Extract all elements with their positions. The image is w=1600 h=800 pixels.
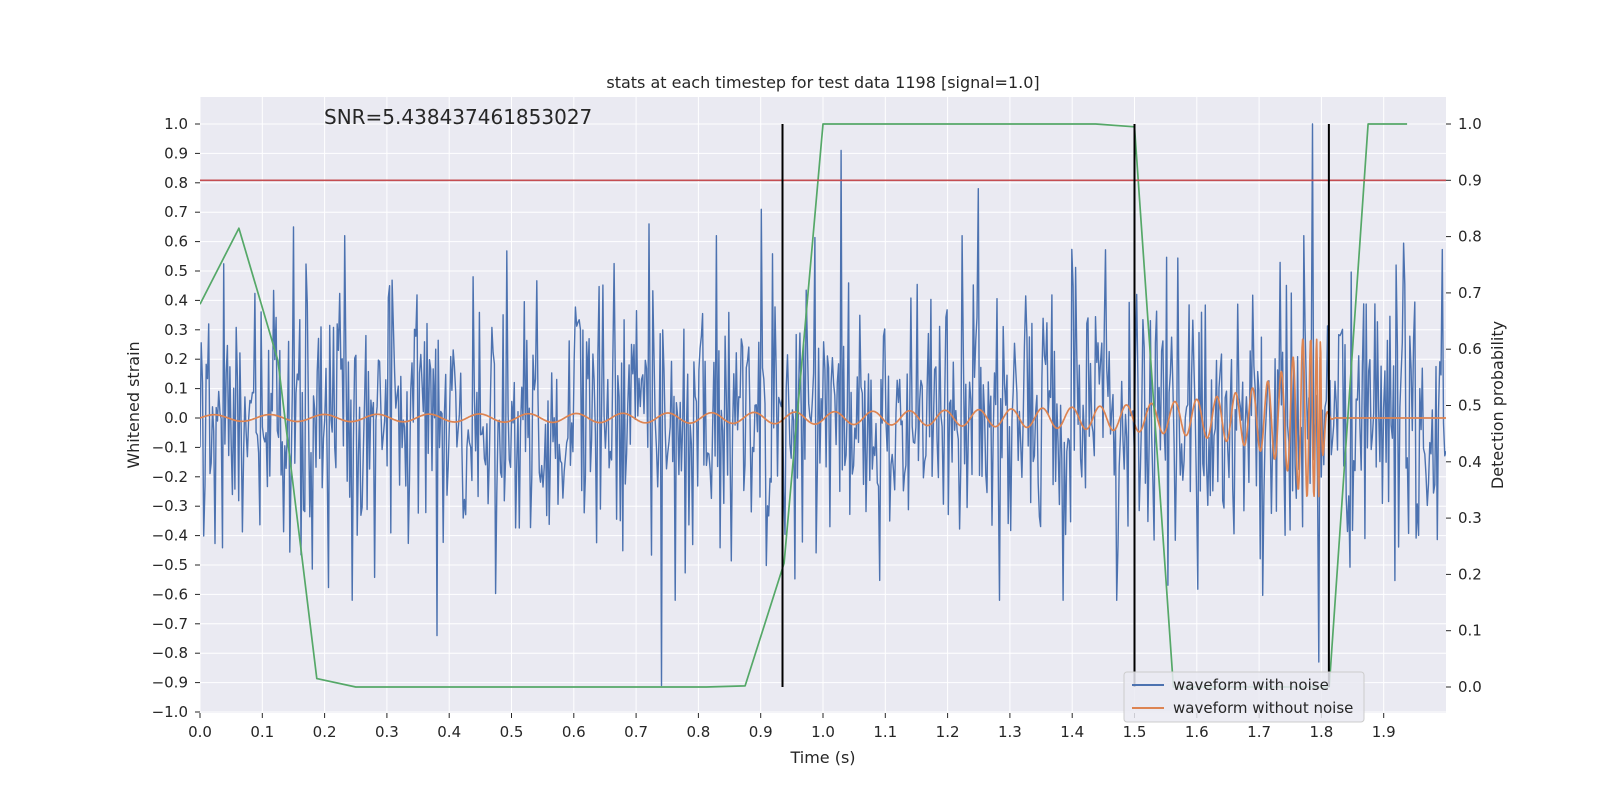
y-tick-label: −1.0 [152, 703, 188, 721]
x-tick-label: 1.9 [1372, 723, 1396, 741]
x-tick-label: 1.6 [1185, 723, 1209, 741]
legend-label-clean: waveform without noise [1173, 699, 1353, 717]
y-tick-label: −0.1 [152, 438, 188, 456]
y-tick-label: 0.0 [164, 409, 188, 427]
x-tick-label: 0.1 [250, 723, 274, 741]
y-tick-label: 0.4 [164, 291, 188, 309]
y-right-tick-label: 0.1 [1458, 622, 1482, 640]
x-tick-label: 0.5 [500, 723, 524, 741]
y-right-tick-label: 0.7 [1458, 284, 1482, 302]
x-tick-label: 0.0 [188, 723, 212, 741]
tick-labels: 0.0 0.1 0.2 0.3 0.4 0.5 0.6 0.7 0.8 0.9 1.0 1.1 1.2 1… [152, 115, 1482, 741]
legend: waveform with noise waveform without noi… [1123, 671, 1365, 723]
x-tick-label: 0.4 [437, 723, 461, 741]
y-right-tick-label: 0.2 [1458, 565, 1482, 583]
x-tick-label: 0.2 [313, 723, 337, 741]
y-tick-label: 0.7 [164, 203, 188, 221]
y-right-tick-label: 0.9 [1458, 171, 1482, 189]
y-tick-label: 0.5 [164, 262, 188, 280]
y-tick-label: −0.7 [152, 615, 188, 633]
y-tick-label: −0.6 [152, 585, 188, 603]
x-tick-label: 1.4 [1060, 723, 1084, 741]
y-tick-label: −0.5 [152, 556, 188, 574]
x-tick-label: 0.7 [624, 723, 648, 741]
chart-title: stats at each timestep for test data 119… [606, 73, 1039, 92]
y-tick-label: −0.2 [152, 468, 188, 486]
y-tick-label: 0.3 [164, 321, 188, 339]
x-tick-label: 0.6 [562, 723, 586, 741]
y-tick-label: 0.2 [164, 350, 188, 368]
x-tick-label: 0.8 [686, 723, 710, 741]
y-axis-right-label: Detection probability [1488, 321, 1507, 489]
snr-annotation: SNR=5.438437461853027 [324, 105, 592, 129]
y-right-tick-label: 0.0 [1458, 678, 1482, 696]
y-tick-label: 0.1 [164, 380, 188, 398]
x-axis-label: Time (s) [789, 748, 855, 767]
y-right-tick-label: 0.5 [1458, 397, 1482, 415]
y-right-tick-label: 1.0 [1458, 115, 1482, 133]
legend-label-noise: waveform with noise [1173, 676, 1329, 694]
y-tick-label: 0.8 [164, 174, 188, 192]
vertical-markers [781, 124, 1330, 687]
y-tick-label: −0.9 [152, 674, 188, 692]
series-line-waveform-without-noise [200, 338, 1446, 498]
x-tick-label: 1.3 [998, 723, 1022, 741]
y-right-tick-label: 0.6 [1458, 340, 1482, 358]
y-tick-label: −0.8 [152, 644, 188, 662]
series-line-waveform-with-noise [200, 123, 1446, 687]
y-right-tick-label: 0.3 [1458, 509, 1482, 527]
x-tick-label: 0.3 [375, 723, 399, 741]
y-right-tick-label: 0.4 [1458, 453, 1482, 471]
y-tick-label: −0.4 [152, 527, 188, 545]
y-right-tick-label: 0.8 [1458, 228, 1482, 246]
x-tick-label: 1.0 [811, 723, 835, 741]
y-tick-label: 0.6 [164, 233, 188, 251]
x-tick-label: 1.2 [936, 723, 960, 741]
x-tick-label: 1.8 [1309, 723, 1333, 741]
x-tick-label: 0.9 [749, 723, 773, 741]
legend-box [1123, 671, 1365, 723]
y-axis-label: Whitened strain [124, 341, 143, 468]
x-tick-label: 1.7 [1247, 723, 1271, 741]
y-tick-label: −0.3 [152, 497, 188, 515]
x-tick-label: 1.5 [1123, 723, 1147, 741]
y-tick-label: 1.0 [164, 115, 188, 133]
y-tick-label: 0.9 [164, 144, 188, 162]
x-tick-label: 1.1 [873, 723, 897, 741]
